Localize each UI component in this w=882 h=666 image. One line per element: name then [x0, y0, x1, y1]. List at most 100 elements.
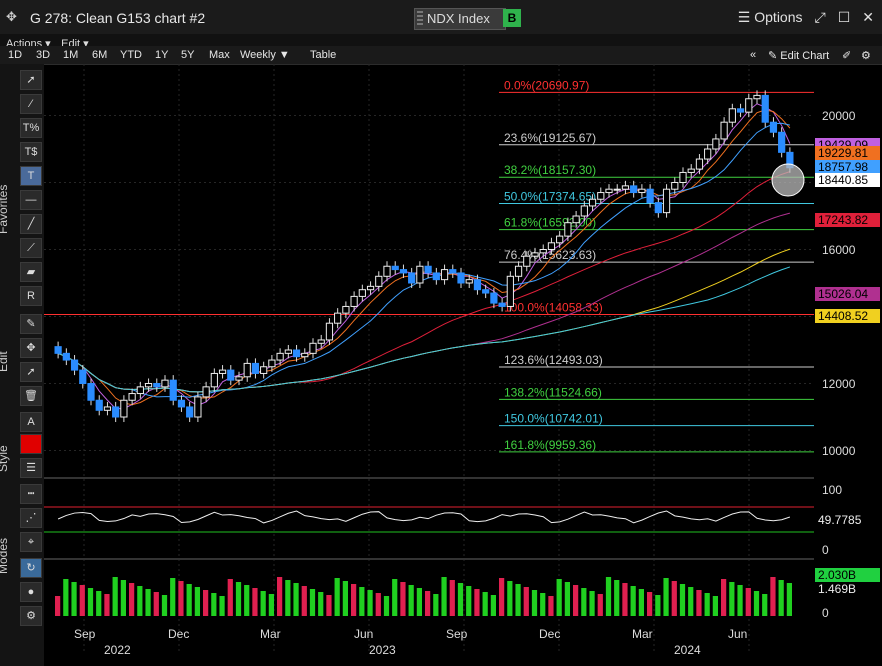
volume-bar	[474, 589, 480, 616]
settings-icon[interactable]: ⚙	[20, 606, 42, 626]
volume-value: 1.469B	[815, 582, 880, 596]
volume-bar	[112, 577, 118, 616]
candle-body	[227, 369, 235, 381]
candle-body	[769, 121, 778, 133]
fib-label: 161.8%(9959.36)	[504, 438, 596, 452]
volume-bar	[679, 584, 686, 616]
candle-body	[268, 359, 276, 368]
range-ytd[interactable]: YTD	[120, 49, 142, 61]
candle-body	[531, 252, 539, 257]
close-icon[interactable]: ✕	[862, 9, 874, 25]
volume-bar	[712, 596, 718, 616]
candle-body	[342, 305, 350, 314]
rsi-axis-label: 0	[822, 543, 829, 557]
dotted-line-icon[interactable]: ┅	[20, 484, 42, 504]
volume-bar	[688, 587, 694, 616]
fibonacci-levels: 0.0%(20690.97) 23.6%(19125.67) 38.2%(18157…	[44, 78, 814, 453]
volume-bar	[737, 585, 743, 616]
refresh-icon[interactable]: ↻	[20, 558, 42, 578]
volume-bar	[285, 580, 291, 616]
candle-body	[572, 215, 580, 224]
text-tool-icon[interactable]: T	[20, 166, 42, 186]
pen-tool-icon[interactable]: ✎	[20, 314, 42, 334]
range-5y[interactable]: 5Y	[181, 49, 195, 61]
price-axis-label: 10000	[822, 443, 856, 458]
candle-body	[440, 269, 449, 281]
move-icon[interactable]: ✥	[6, 9, 17, 24]
volume-bar	[770, 577, 776, 616]
period-select[interactable]: Weekly ▼	[240, 49, 290, 61]
candle-body	[465, 279, 473, 284]
candle-body	[498, 302, 506, 307]
range-1d[interactable]: 1D	[8, 49, 23, 61]
edit-chart-button[interactable]: ✎ Edit Chart	[768, 50, 830, 62]
volume-bar	[186, 584, 192, 616]
maximize-icon[interactable]: ☐	[837, 9, 851, 25]
expand-icon[interactable]: ⤢	[814, 9, 826, 25]
moving-average-line	[57, 212, 791, 393]
volume-bar	[573, 585, 579, 616]
fib-label: 123.6%(12493.03)	[504, 353, 603, 367]
ticker-text: NDX Index	[427, 11, 490, 26]
price-tag: 18440.85	[815, 173, 880, 187]
candle-body	[662, 188, 671, 214]
volume-bar	[663, 578, 669, 616]
volume-bar	[120, 580, 126, 616]
color-swatch-icon[interactable]	[20, 434, 42, 454]
volume-bar	[334, 578, 340, 616]
price-axis-label: 12000	[822, 376, 856, 391]
volume-bar	[729, 582, 735, 616]
crosshair-icon[interactable]: ⌖	[20, 532, 42, 552]
trash-icon[interactable]: 🗑	[20, 386, 42, 406]
percent-tool-icon[interactable]: T%	[20, 118, 42, 138]
candle-body	[506, 275, 514, 307]
candle-body	[317, 339, 325, 344]
hline-tool-icon[interactable]: —	[20, 190, 42, 210]
candle-body	[646, 188, 654, 204]
candle-body	[144, 383, 153, 388]
volume-bar	[507, 581, 513, 616]
range-1m[interactable]: 1M	[63, 49, 79, 61]
move-tool-icon[interactable]: ✥	[20, 338, 42, 358]
volume-bar	[326, 595, 332, 616]
options-menu[interactable]: ☰ Options	[737, 9, 803, 25]
menu-bar: Actions ▾ Edit ▾	[0, 34, 882, 50]
font-tool-icon[interactable]: A	[20, 412, 42, 432]
volume-bar	[581, 588, 587, 616]
range-6m[interactable]: 6M	[92, 49, 108, 61]
candle-body	[588, 198, 597, 207]
moving-average-line	[57, 103, 791, 410]
r-tool-icon[interactable]: R	[20, 286, 42, 306]
shapes-icon[interactable]: ●	[20, 582, 42, 602]
collapse-icon[interactable]: «	[750, 49, 757, 61]
gear-icon[interactable]: ⚙	[861, 50, 871, 62]
candle-body	[251, 362, 260, 374]
volume-bar	[203, 590, 209, 616]
candle-body	[54, 346, 62, 354]
volume-bar	[515, 584, 521, 616]
volume-bar	[194, 587, 200, 616]
volume-bar	[161, 595, 168, 616]
pointer-tool-icon[interactable]: ➚	[20, 70, 42, 90]
trendline-tool-icon[interactable]: ╱	[20, 214, 42, 234]
lines-icon[interactable]: ☰	[20, 458, 42, 478]
candle-body	[334, 312, 342, 324]
b-button[interactable]: B	[503, 9, 521, 27]
style-icon[interactable]: ✐	[842, 50, 852, 62]
table-button[interactable]: Table	[310, 49, 337, 61]
range-max[interactable]: Max	[209, 49, 230, 61]
segment-tool-icon[interactable]: ⟋	[20, 238, 42, 258]
price-chart[interactable]: 0.0%(20690.97) 23.6%(19125.67) 38.2%(18157…	[44, 64, 882, 666]
dashed-pen-icon[interactable]: ⋰	[20, 508, 42, 528]
cursor-tool-icon[interactable]: ➚	[20, 362, 42, 382]
ticker-field[interactable]: NDX Index	[414, 8, 506, 30]
volume-axis-label: 0	[822, 606, 829, 620]
window-title: G 278: Clean G153 chart #2	[30, 10, 206, 26]
channel-tool-icon[interactable]: ▰	[20, 262, 42, 282]
range-1y[interactable]: 1Y	[155, 49, 169, 61]
candle-body	[95, 399, 103, 411]
volume-bar	[614, 580, 620, 616]
draw-tool-icon[interactable]: ⁄	[20, 94, 42, 114]
dollar-tool-icon[interactable]: T$	[20, 142, 42, 162]
range-3d[interactable]: 3D	[36, 49, 51, 61]
